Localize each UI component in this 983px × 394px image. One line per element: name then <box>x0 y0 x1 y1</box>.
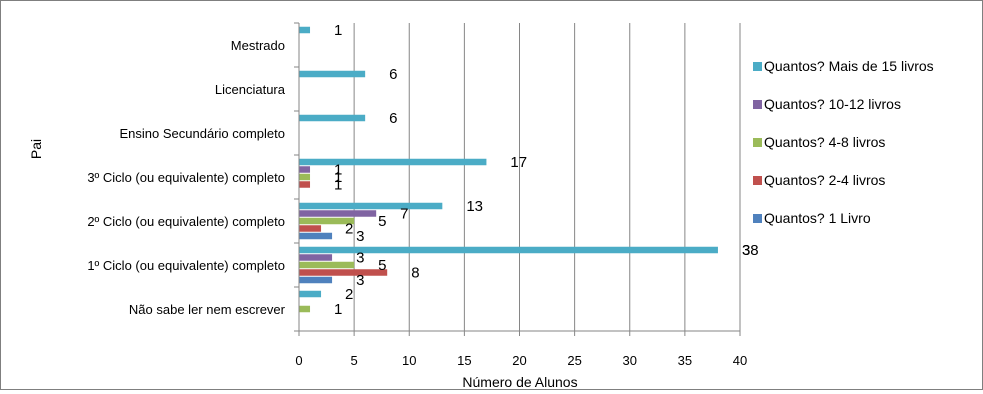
x-tick-label: 20 <box>512 353 526 368</box>
data-label: 6 <box>389 66 397 83</box>
data-label: 1 <box>334 301 342 318</box>
bar <box>299 217 355 225</box>
gridlines <box>353 23 741 331</box>
category-label: Ensino Secundário completo <box>120 126 286 141</box>
data-label: 7 <box>400 206 408 223</box>
bar <box>299 246 718 254</box>
bar <box>299 181 311 188</box>
data-label: 2 <box>345 221 353 238</box>
category-label: Não sabe ler nem escrever <box>129 302 286 317</box>
data-label: 3 <box>742 242 750 259</box>
legend-label: Quantos? 4-8 livros <box>764 134 885 150</box>
category-label: 2º Ciclo (ou equivalente) completo <box>87 214 285 229</box>
data-label: 5 <box>378 257 386 274</box>
x-tick-label: 40 <box>733 353 747 368</box>
x-tick-label: 25 <box>567 353 581 368</box>
legend-label: Quantos? 1 Livro <box>764 210 871 226</box>
bar <box>299 158 487 166</box>
legend-swatch <box>753 62 762 71</box>
legend-swatch <box>753 176 762 185</box>
bar <box>299 70 366 78</box>
x-tick-label: 5 <box>351 353 358 368</box>
x-tick-label: 30 <box>623 353 637 368</box>
category-label: Licenciatura <box>215 82 286 97</box>
bar <box>299 166 311 173</box>
bar <box>299 232 333 240</box>
bar <box>299 26 311 34</box>
axes <box>294 22 741 336</box>
data-label: 8 <box>411 265 419 282</box>
bar <box>299 210 377 217</box>
x-tick-label: 10 <box>402 353 416 368</box>
legend-swatch <box>753 214 762 223</box>
data-label: 6 <box>389 110 397 127</box>
bar <box>299 269 388 276</box>
data-label: 13 <box>466 198 483 215</box>
bar <box>299 290 322 298</box>
legend: Quantos? Mais de 15 livros Quantos? 10-12… <box>753 58 934 226</box>
data-label: 3 <box>356 272 364 289</box>
data-label: 1 <box>334 22 342 39</box>
legend-label: Quantos? 10-12 livros <box>764 96 901 112</box>
bar <box>299 202 443 210</box>
data-label: 1 <box>334 162 342 179</box>
data-label: 5 <box>378 213 386 230</box>
data-label: 38 <box>742 242 759 259</box>
legend-swatch <box>753 100 762 109</box>
bar <box>299 114 366 122</box>
category-label: 1º Ciclo (ou equivalente) completo <box>87 258 285 273</box>
legend-label: Quantos? 2-4 livros <box>764 172 885 188</box>
bar <box>299 173 311 181</box>
data-label: 17 <box>510 154 527 171</box>
data-label: 3 <box>356 250 364 267</box>
data-label: 1 <box>334 177 342 194</box>
x-tick-label: 0 <box>295 353 302 368</box>
data-label: 3 <box>356 228 364 245</box>
x-axis-title: Número de Alunos <box>462 374 577 389</box>
category-label: 3º Ciclo (ou equivalente) completo <box>87 170 285 185</box>
x-tick-label: 35 <box>678 353 692 368</box>
bars <box>299 26 718 313</box>
data-label: 1 <box>334 169 342 186</box>
x-tick-label: 15 <box>457 353 471 368</box>
bar <box>299 254 333 261</box>
bar <box>299 261 355 269</box>
x-tick-labels: 0 5 10 15 20 25 30 35 40 <box>295 353 747 368</box>
legend-label: Quantos? Mais de 15 livros <box>764 58 934 74</box>
data-label: 2 <box>345 286 353 303</box>
category-labels: Mestrado Licenciatura Ensino Secundário co… <box>87 38 285 317</box>
y-axis-title: Pai <box>28 139 44 159</box>
bar <box>299 305 311 313</box>
legend-swatch <box>753 138 762 147</box>
bar <box>299 276 333 284</box>
category-label: Mestrado <box>231 38 285 53</box>
bar <box>299 225 322 232</box>
